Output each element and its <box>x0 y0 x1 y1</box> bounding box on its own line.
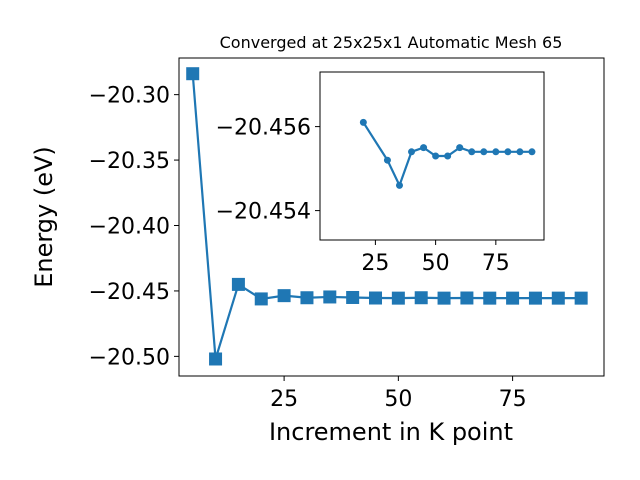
inset-data-point <box>383 156 391 164</box>
main-data-point <box>414 291 428 305</box>
main-data-point <box>300 291 314 305</box>
chart-title: Converged at 25x25x1 Automatic Mesh 65 <box>220 33 563 52</box>
inset-plot-frame <box>319 71 545 241</box>
inset-chart: 25 50 75 −20.456 −20.454 <box>216 71 545 276</box>
inset-axis-ticks: 25 50 75 −20.456 −20.454 <box>216 116 510 276</box>
inset-data-point <box>432 152 440 160</box>
main-data-point <box>391 291 405 305</box>
inset-x-tick-label: 50 <box>422 251 450 276</box>
y-axis-label: Energy (eV) <box>30 146 58 288</box>
inset-data-point <box>516 148 524 156</box>
main-y-tick-label: −20.40 <box>89 215 170 240</box>
inset-data-point <box>359 118 367 126</box>
main-data-point <box>277 289 291 303</box>
main-data-point <box>369 291 383 305</box>
main-y-tick-label: −20.30 <box>89 84 170 109</box>
main-data-point <box>551 291 565 305</box>
main-data-point <box>209 352 223 366</box>
inset-data-point <box>528 148 536 156</box>
main-axis-ticks: 25 50 75 −20.30 −20.35 −20.40 −20.45 −20.50 <box>89 84 527 412</box>
main-data-point <box>574 291 588 305</box>
main-data-point <box>483 291 497 305</box>
main-data-point <box>437 291 451 305</box>
main-series <box>186 67 588 366</box>
inset-x-tick-label: 75 <box>482 251 510 276</box>
inset-data-point <box>468 148 476 156</box>
inset-x-tick-label: 25 <box>361 251 389 276</box>
main-y-tick-label: −20.45 <box>89 280 170 305</box>
inset-y-tick-label: −20.456 <box>216 116 311 141</box>
main-x-tick-label: 50 <box>384 387 412 412</box>
main-data-point <box>528 291 542 305</box>
main-data-point <box>506 291 520 305</box>
main-data-point <box>323 290 337 304</box>
inset-data-point <box>420 144 428 152</box>
main-x-tick-label: 75 <box>499 387 527 412</box>
main-data-point <box>346 290 360 304</box>
main-data-point <box>254 292 268 306</box>
inset-data-point <box>395 181 403 189</box>
inset-data-point <box>456 144 464 152</box>
inset-series <box>359 118 536 189</box>
inset-data-point <box>480 148 488 156</box>
inset-y-tick-label: −20.454 <box>216 200 311 225</box>
main-data-point <box>186 67 200 81</box>
inset-data-point <box>408 148 416 156</box>
main-y-tick-label: −20.50 <box>89 345 170 370</box>
inset-data-point <box>504 148 512 156</box>
x-axis-label: Increment in K point <box>269 418 513 446</box>
main-y-tick-label: −20.35 <box>89 149 170 174</box>
main-data-point <box>231 277 245 291</box>
main-data-point <box>460 291 474 305</box>
main-x-tick-label: 25 <box>270 387 298 412</box>
inset-data-point <box>444 152 452 160</box>
inset-data-point <box>492 148 500 156</box>
